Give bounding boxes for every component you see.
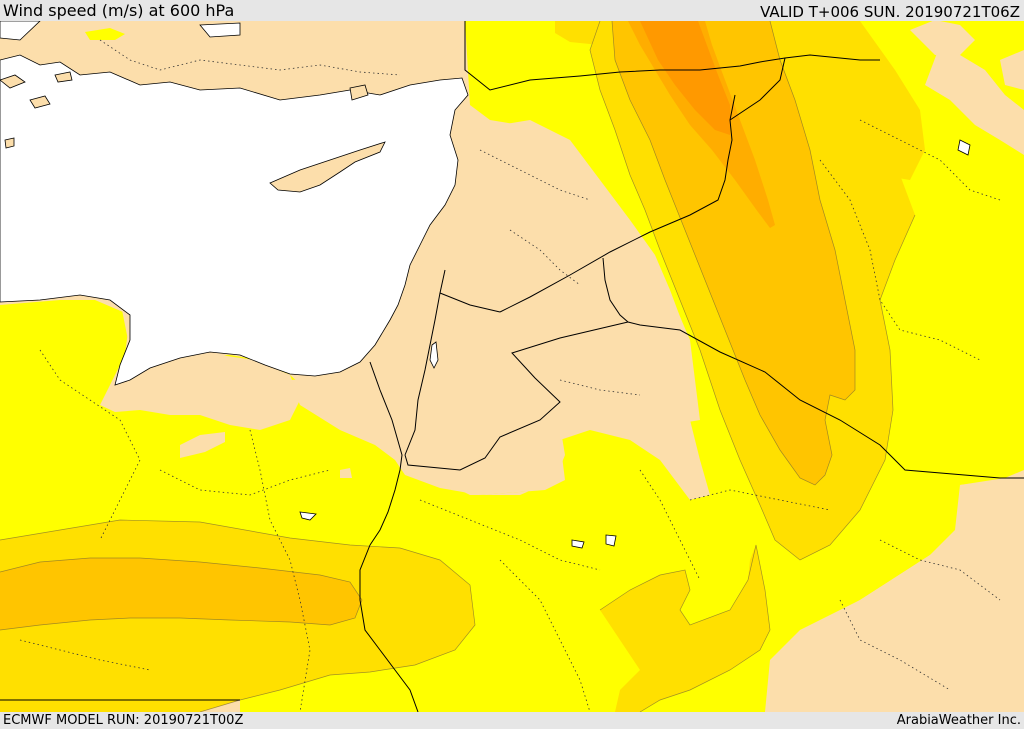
country-borders bbox=[0, 21, 1024, 712]
wind-band-3 bbox=[0, 21, 855, 630]
wind-speed-map bbox=[0, 21, 1024, 712]
footer-bar: ECMWF MODEL RUN: 20190721T00Z ArabiaWeat… bbox=[0, 712, 1024, 729]
credit-label: ArabiaWeather Inc. bbox=[896, 713, 1021, 728]
model-run-label: ECMWF MODEL RUN: 20190721T00Z bbox=[3, 713, 244, 728]
islands bbox=[0, 71, 369, 149]
admin-boundaries bbox=[19, 39, 1001, 712]
wind-band-4 bbox=[628, 21, 775, 228]
map-title: Wind speed (m/s) at 600 hPa bbox=[3, 1, 235, 20]
inland-water bbox=[299, 139, 971, 549]
wind-band-5 bbox=[640, 21, 730, 135]
wind-contour-lines bbox=[0, 21, 916, 712]
mediterranean-sea bbox=[0, 21, 469, 386]
header-bar: Wind speed (m/s) at 600 hPa VALID T+006 … bbox=[0, 0, 1024, 21]
valid-time-label: VALID T+006 SUN. 20190721T06Z bbox=[760, 3, 1020, 21]
cyprus-island bbox=[269, 141, 386, 193]
